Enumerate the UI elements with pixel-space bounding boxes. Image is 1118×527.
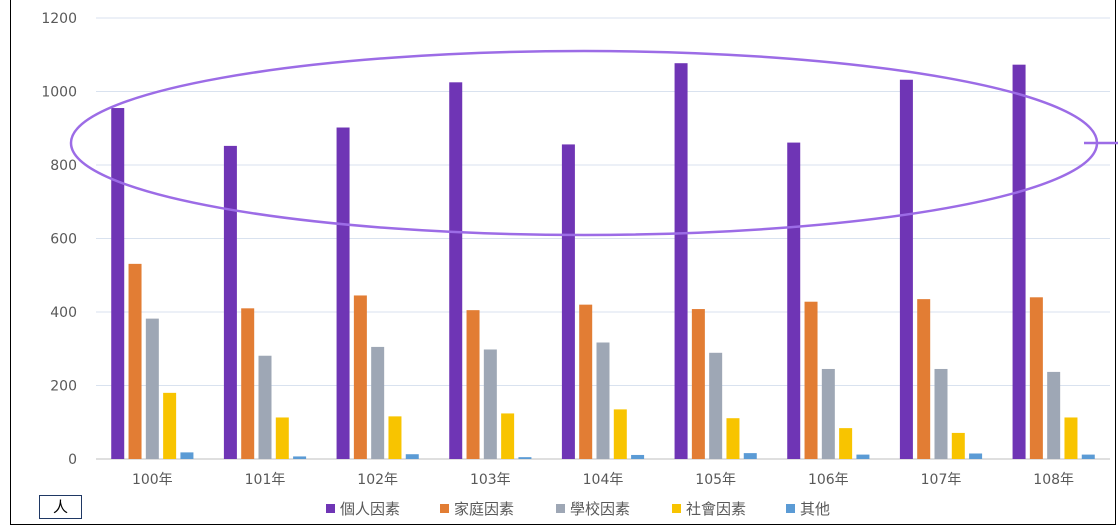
x-tick-label: 101年 — [245, 472, 286, 488]
bar — [691, 309, 705, 459]
bar — [726, 418, 740, 459]
bar — [839, 428, 853, 459]
chart-frame — [10, 0, 1116, 525]
bar — [371, 346, 385, 459]
x-tick-label: 104年 — [583, 472, 624, 488]
bar — [804, 301, 818, 459]
legend-swatch — [326, 504, 335, 513]
annotation — [69, 49, 1118, 237]
bar — [1029, 297, 1043, 459]
bar — [674, 63, 688, 459]
bar — [631, 454, 645, 459]
bar — [917, 299, 931, 459]
y-tick-label: 200 — [50, 379, 77, 395]
legend-label: 個人因素 — [340, 500, 400, 518]
bar — [388, 416, 402, 459]
bar — [145, 318, 159, 459]
y-tick-label: 400 — [50, 305, 77, 321]
bar — [163, 392, 177, 459]
bar — [596, 342, 610, 459]
bar — [934, 368, 948, 459]
unit-label: 人 — [39, 495, 82, 519]
bar — [1081, 454, 1095, 459]
y-tick-label: 0 — [68, 452, 77, 468]
legend-item: 社會因素 — [672, 500, 746, 518]
legend-label: 學校因素 — [570, 500, 630, 518]
bar — [180, 452, 194, 459]
legend: 個人因素 家庭因素 學校因素 社會因素 其他 — [326, 500, 830, 518]
bar — [743, 453, 757, 459]
x-tick-label: 105年 — [695, 472, 736, 488]
bar — [899, 79, 913, 460]
bar — [1012, 64, 1026, 460]
legend-swatch — [556, 504, 565, 513]
legend-item: 個人因素 — [326, 500, 400, 518]
bar — [275, 417, 289, 459]
y-tick-label: 1200 — [41, 11, 77, 27]
bar — [501, 413, 515, 459]
bar — [969, 453, 983, 459]
bar — [128, 263, 142, 459]
bar — [483, 349, 497, 459]
legend-swatch — [672, 504, 681, 513]
bar — [466, 310, 480, 459]
bar — [856, 454, 870, 459]
bar — [787, 142, 801, 459]
x-tick-label: 106年 — [808, 472, 849, 488]
x-axis-ticks: 100年 101年 102年 103年 104年 105年 106年 107年 108年 — [132, 472, 1074, 488]
bar — [293, 456, 307, 459]
bar — [223, 145, 237, 459]
bar — [821, 368, 835, 459]
bar — [449, 82, 463, 459]
bar — [561, 144, 575, 460]
legend-item: 學校因素 — [556, 500, 630, 518]
legend-label: 其他 — [800, 500, 830, 518]
bar — [518, 457, 532, 459]
bar — [709, 352, 723, 459]
legend-item: 其他 — [786, 500, 830, 518]
legend-swatch — [440, 504, 449, 513]
legend-label: 社會因素 — [686, 500, 746, 518]
bar — [111, 108, 125, 459]
x-tick-label: 103年 — [470, 472, 511, 488]
y-tick-label: 1000 — [41, 85, 77, 101]
bar — [1047, 371, 1061, 459]
y-tick-label: 600 — [50, 232, 77, 248]
y-tick-label: 800 — [50, 158, 77, 174]
legend-swatch — [786, 504, 795, 513]
x-tick-label: 108年 — [1033, 472, 1074, 488]
bar — [353, 295, 367, 459]
legend-label: 家庭因素 — [454, 500, 514, 518]
bar — [579, 304, 593, 459]
x-tick-label: 100年 — [132, 472, 173, 488]
legend-item: 家庭因素 — [440, 500, 514, 518]
bar — [1064, 417, 1078, 459]
bar — [951, 432, 965, 459]
x-tick-label: 102年 — [357, 472, 398, 488]
bar — [241, 308, 255, 459]
bar — [613, 409, 627, 459]
x-tick-label: 107年 — [921, 472, 962, 488]
bars — [111, 63, 1095, 460]
bar — [336, 127, 350, 459]
y-axis-ticks: 0 200 400 600 800 1000 1200 — [41, 11, 77, 468]
bar — [258, 355, 272, 459]
bar — [405, 454, 419, 459]
